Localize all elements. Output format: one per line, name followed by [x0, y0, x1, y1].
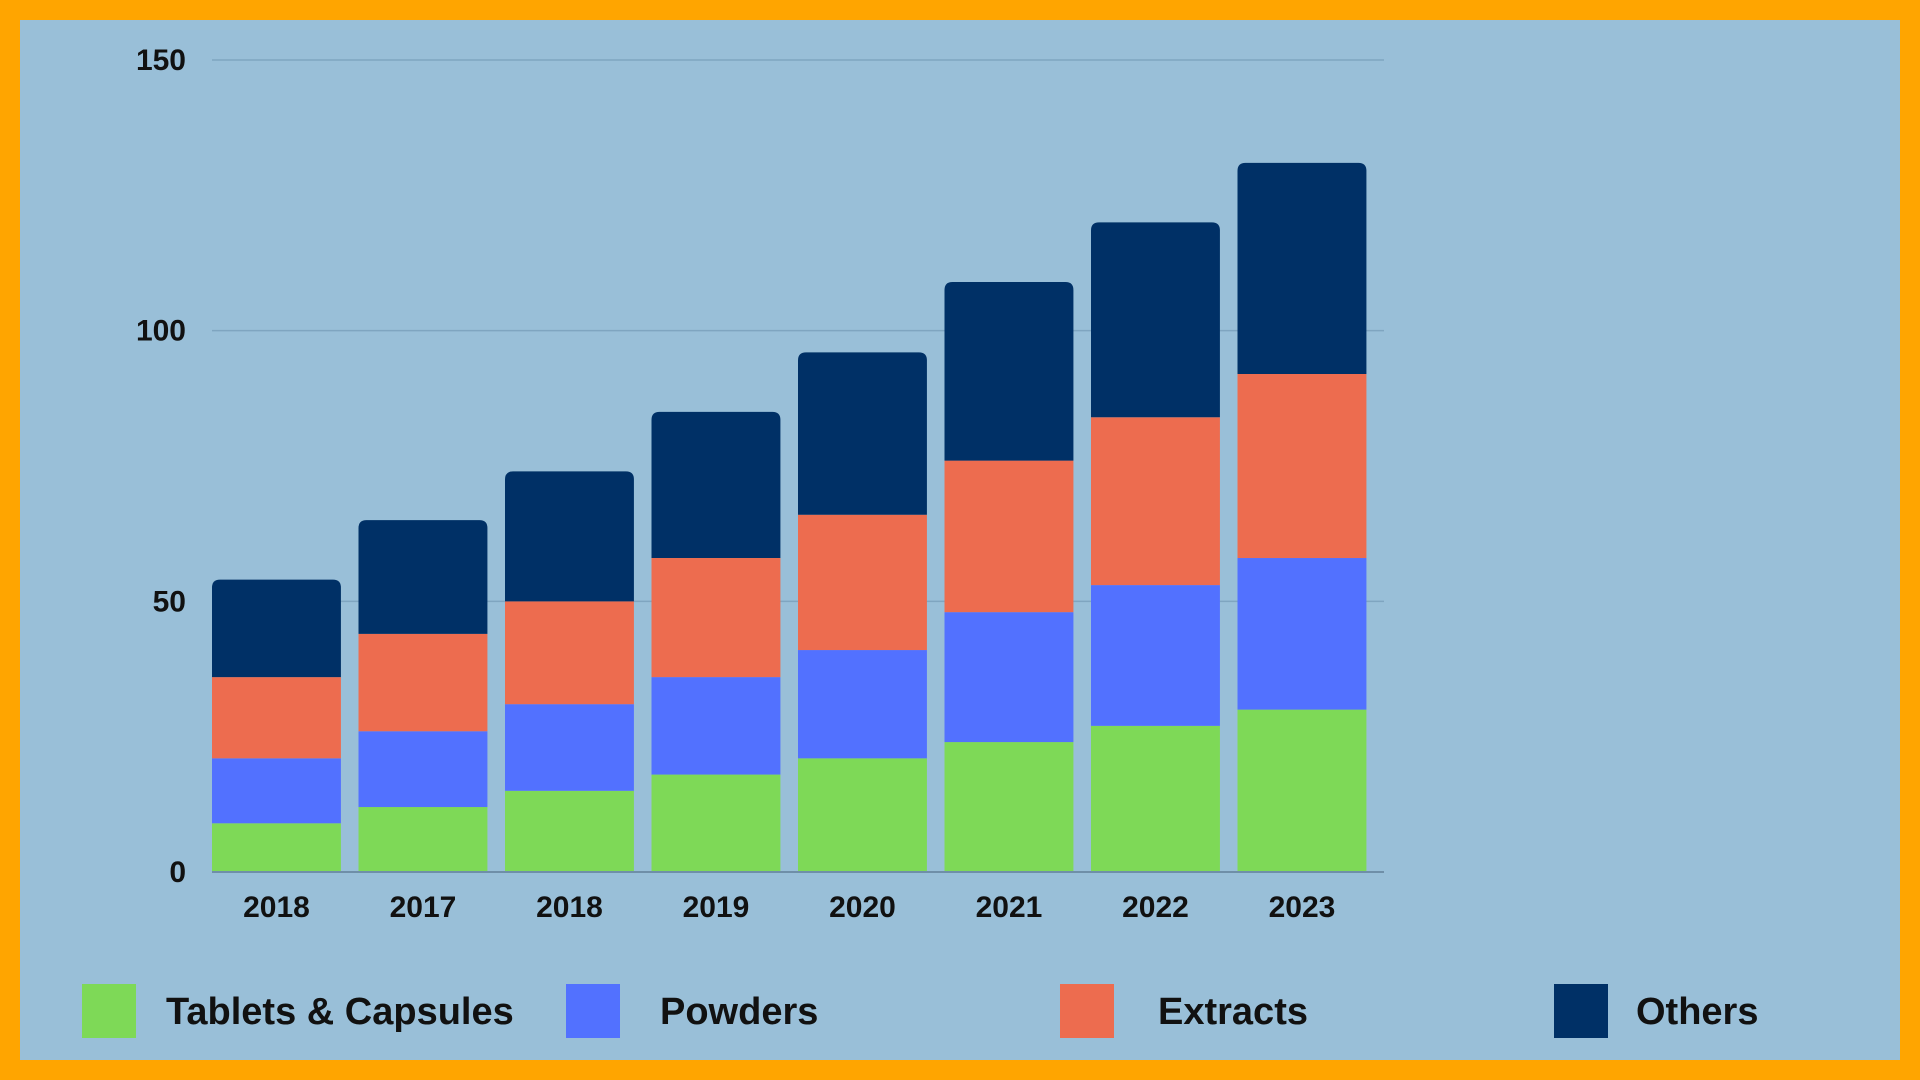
bar-segment	[1237, 709, 1367, 872]
x-tick-label: 2017	[390, 891, 457, 924]
bar-segment	[944, 281, 1074, 461]
axes: 0 50 100 150 2018 2017 2018 2019 2020 2021 2022 202…	[136, 44, 1384, 924]
legend-swatch	[566, 984, 620, 1038]
bar-segment	[505, 471, 634, 602]
bar-segment	[1237, 558, 1367, 710]
bar-segment	[798, 650, 927, 759]
bar-segment	[1091, 585, 1220, 726]
x-tick-label: 2020	[829, 891, 896, 924]
bar-segment	[505, 601, 634, 705]
legend-label: Others	[1636, 991, 1758, 1033]
bar-segment	[505, 704, 634, 791]
y-tick-label: 150	[136, 44, 186, 77]
bar-segment	[944, 460, 1074, 613]
y-tick-label: 50	[153, 585, 186, 618]
chart-frame: 0 50 100 150 2018 2017 2018 2019 2020 2021 2022 202…	[20, 20, 1900, 1060]
bar-segment	[1237, 162, 1367, 374]
x-tick-label: 2018	[536, 891, 603, 924]
legend-swatch	[1554, 984, 1608, 1038]
y-tick-label: 0	[169, 856, 186, 889]
bar-segment	[1091, 222, 1220, 418]
legend-label: Extracts	[1158, 991, 1308, 1033]
bars	[212, 162, 1367, 872]
bar-segment	[212, 758, 341, 824]
bar-segment	[212, 677, 341, 759]
stacked-bar-chart: 0 50 100 150 2018 2017 2018 2019 2020 2021 2022 202…	[82, 44, 1758, 1038]
bar-segment	[1091, 725, 1220, 872]
bar-segment	[651, 774, 781, 872]
x-tick-label: 2023	[1269, 891, 1336, 924]
legend-label: Tablets & Capsules	[166, 991, 514, 1033]
bar-segment	[358, 731, 488, 808]
bar-segment	[358, 807, 488, 872]
x-tick-label: 2019	[683, 891, 750, 924]
bar-segment	[944, 612, 1074, 743]
y-tick-label: 100	[136, 315, 186, 348]
bar-segment	[651, 558, 781, 678]
x-tick-label: 2018	[243, 891, 310, 924]
bar-segment	[798, 514, 927, 651]
legend: Tablets & Capsules Powders Extracts Others	[82, 984, 1758, 1038]
x-tick-label: 2021	[976, 891, 1043, 924]
legend-label: Powders	[660, 991, 818, 1033]
bar-segment	[651, 677, 781, 775]
legend-swatch	[82, 984, 136, 1038]
bar-segment	[212, 823, 341, 872]
bar-segment	[798, 758, 927, 872]
bar-segment	[1091, 417, 1220, 586]
bar-segment	[944, 742, 1074, 872]
bar-segment	[798, 352, 927, 515]
bar-segment	[1237, 373, 1367, 559]
bar-segment	[505, 790, 634, 872]
bar-segment	[358, 633, 488, 732]
legend-swatch	[1060, 984, 1114, 1038]
x-tick-label: 2022	[1122, 891, 1189, 924]
bar-segment	[651, 411, 781, 559]
bar-segment	[358, 520, 488, 634]
bar-segment	[212, 579, 341, 678]
